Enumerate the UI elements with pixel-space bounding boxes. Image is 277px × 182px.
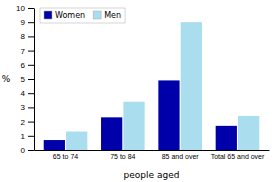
y-tick-label: 1 bbox=[21, 132, 26, 141]
y-tick: 5 bbox=[21, 75, 34, 84]
y-tick-mark bbox=[28, 8, 34, 9]
legend-label: Men bbox=[104, 11, 121, 20]
y-tick-mark bbox=[28, 36, 34, 37]
y-tick-label: 4 bbox=[21, 89, 26, 98]
y-tick-label: 6 bbox=[21, 61, 26, 70]
y-tick-label: 8 bbox=[21, 32, 26, 41]
y-tick-mark bbox=[28, 79, 34, 80]
y-tick-mark bbox=[28, 93, 34, 94]
x-axis-line bbox=[35, 150, 270, 151]
bar bbox=[44, 140, 65, 150]
legend-item: Women bbox=[44, 11, 85, 20]
x-axis-title: people aged bbox=[124, 170, 180, 180]
y-tick: 8 bbox=[21, 32, 34, 41]
y-tick-mark bbox=[28, 107, 34, 108]
y-tick: 7 bbox=[21, 47, 34, 56]
x-tick: 85 and over bbox=[162, 153, 200, 160]
y-tick-mark bbox=[28, 65, 34, 66]
legend-frame bbox=[40, 8, 125, 23]
bar-series bbox=[66, 22, 259, 150]
bar bbox=[101, 117, 122, 150]
y-tick-mark bbox=[28, 51, 34, 52]
bar bbox=[123, 102, 144, 150]
bar-series bbox=[44, 80, 237, 150]
y-tick: 0 bbox=[21, 146, 34, 155]
legend-swatch bbox=[93, 11, 101, 19]
legend-item: Men bbox=[93, 11, 121, 20]
y-axis-line bbox=[34, 9, 35, 151]
y-tick: 1 bbox=[21, 132, 34, 141]
x-tick-label: 65 to 74 bbox=[53, 153, 78, 160]
y-axis-title: % bbox=[2, 74, 11, 84]
x-axis: 65 to 74 75 to 84 85 and over Total 65 and … bbox=[35, 151, 270, 160]
x-tick: 75 to 84 bbox=[110, 153, 135, 160]
bars bbox=[44, 22, 260, 150]
y-tick-mark bbox=[28, 22, 34, 23]
legend-swatch bbox=[44, 11, 52, 19]
y-tick: 6 bbox=[21, 61, 34, 70]
y-tick-label: 0 bbox=[21, 146, 26, 155]
y-tick: 3 bbox=[21, 103, 34, 112]
x-tick-label: 75 to 84 bbox=[110, 153, 135, 160]
bar bbox=[66, 132, 87, 150]
x-tick: 65 to 74 bbox=[53, 153, 78, 160]
legend-label: Women bbox=[55, 11, 85, 20]
y-tick-label: 5 bbox=[21, 75, 26, 84]
y-tick-label: 2 bbox=[21, 118, 26, 127]
y-tick: 4 bbox=[21, 89, 34, 98]
y-tick: 10 bbox=[16, 4, 34, 13]
plot: 0 1 2 3 4 5 6 7 8 9 10 65 to 74 75 to 84 85 and over T… bbox=[16, 4, 269, 160]
y-axis: 0 1 2 3 4 5 6 7 8 9 10 bbox=[16, 4, 34, 155]
x-tick: Total 65 and over bbox=[211, 153, 265, 160]
y-tick-label: 9 bbox=[21, 18, 26, 27]
y-tick-label: 7 bbox=[21, 47, 26, 56]
bar bbox=[158, 80, 179, 150]
x-tick-label: 85 and over bbox=[162, 153, 200, 160]
y-tick-mark bbox=[28, 122, 34, 123]
y-tick-label: 3 bbox=[21, 103, 26, 112]
y-tick: 9 bbox=[21, 18, 34, 27]
x-tick-label: Total 65 and over bbox=[211, 153, 265, 160]
bar bbox=[181, 22, 202, 150]
y-tick-mark bbox=[28, 136, 34, 137]
bar bbox=[216, 126, 237, 150]
bar bbox=[238, 116, 259, 150]
y-tick: 2 bbox=[21, 118, 34, 127]
y-tick-label: 10 bbox=[16, 4, 25, 13]
y-tick-mark bbox=[28, 150, 34, 151]
legend: Women Men bbox=[40, 8, 125, 23]
chart: 0 1 2 3 4 5 6 7 8 9 10 65 to 74 75 to 84 85 and over T… bbox=[0, 0, 277, 182]
